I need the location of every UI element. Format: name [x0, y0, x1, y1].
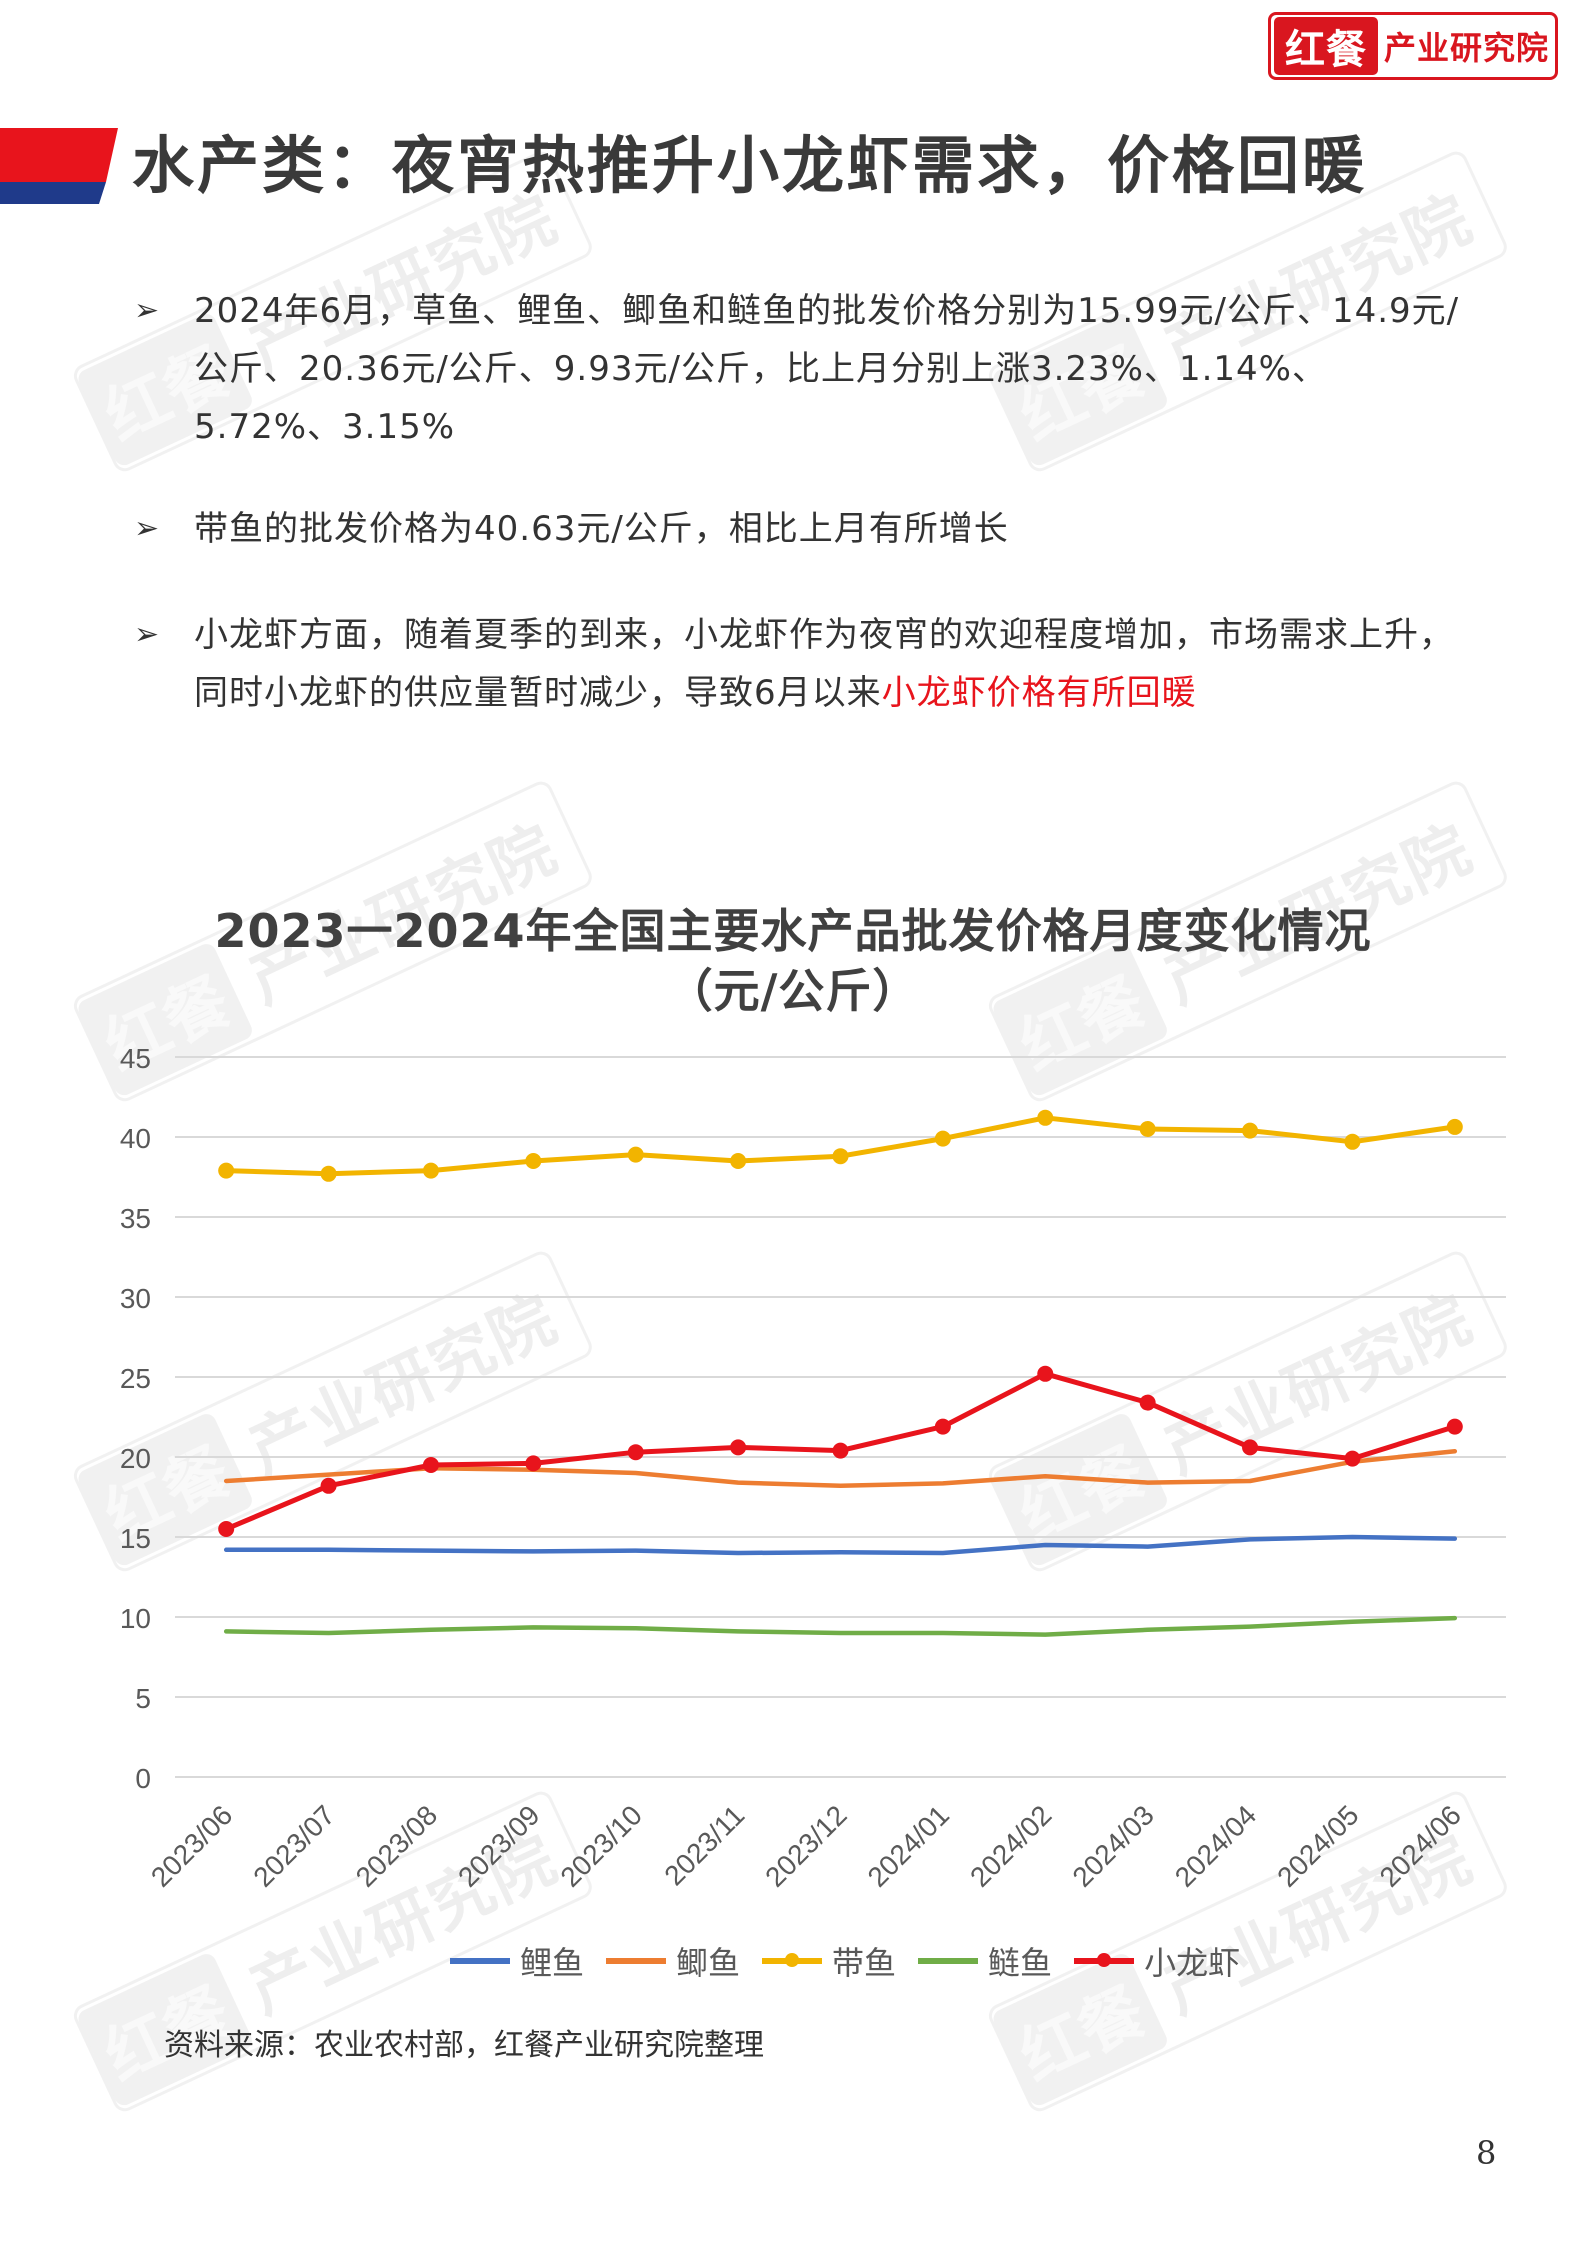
- x-tick-label: 2023/09: [452, 1799, 545, 1892]
- data-point: [934, 1130, 951, 1147]
- bullet-text: 小龙虾方面，随着夏季的到来，小龙虾作为夜宵的欢迎程度增加，市场需求上升，同时小龙…: [194, 606, 1474, 722]
- legend-marker: [785, 1953, 800, 1967]
- data-point: [934, 1418, 951, 1435]
- data-point: [627, 1444, 644, 1461]
- data-point: [730, 1153, 747, 1169]
- legend-label: 小龙虾: [1144, 1944, 1241, 1982]
- bullet-arrow-icon: ➢: [134, 617, 160, 652]
- y-tick-label: 5: [135, 1683, 151, 1714]
- page-title: 水产类：夜宵热推升小龙虾需求，价格回暖: [132, 129, 1368, 202]
- bullet-arrow-icon: ➢: [134, 293, 160, 328]
- y-tick-label: 15: [120, 1523, 151, 1554]
- brand-logo-mark: 红餐: [1274, 17, 1378, 75]
- chart-subtitle: （元/公斤）: [666, 964, 920, 1018]
- x-tick-label: 2024/04: [1169, 1799, 1262, 1892]
- series-line-3: [223, 1615, 1458, 1637]
- x-tick-label: 2024/06: [1374, 1799, 1467, 1892]
- bullet-arrow-icon: ➢: [134, 511, 160, 546]
- data-point: [1242, 1122, 1259, 1139]
- data-point: [1446, 1118, 1463, 1135]
- bullet-hairtail: ➢ 带鱼的批发价格为40.63元/公斤，相比上月有所增长: [134, 500, 1474, 558]
- page-number: 8: [1476, 2134, 1497, 2172]
- data-point: [218, 1521, 235, 1537]
- y-tick-label: 45: [120, 1043, 151, 1074]
- data-point: [627, 1146, 644, 1163]
- x-tick-label: 2024/02: [964, 1799, 1057, 1892]
- legend-marker: [1097, 1953, 1112, 1967]
- bullet-crayfish: ➢ 小龙虾方面，随着夏季的到来，小龙虾作为夜宵的欢迎程度增加，市场需求上升，同时…: [134, 606, 1474, 722]
- x-tick-label: 2023/12: [759, 1799, 852, 1892]
- brand-logo-text: 产业研究院: [1383, 29, 1549, 67]
- data-point: [525, 1455, 542, 1472]
- chart-title: 2023一2024年全国主要水产品批发价格月度变化情况: [214, 904, 1372, 958]
- y-tick-label: 35: [120, 1203, 151, 1234]
- legend-swatch: [762, 1953, 823, 1967]
- legend-label: 带鱼: [832, 1944, 897, 1982]
- source-note: 资料来源：农业农村部，红餐产业研究院整理: [164, 2028, 764, 2063]
- legend-swatch: [918, 1958, 979, 1964]
- data-point: [422, 1162, 439, 1179]
- x-tick-label: 2024/05: [1271, 1799, 1364, 1892]
- bullet-text: 2024年6月，草鱼、鲤鱼、鲫鱼和鲢鱼的批发价格分别为15.99元/公斤、14.…: [194, 291, 1460, 447]
- data-point: [422, 1457, 439, 1473]
- data-point: [218, 1162, 235, 1179]
- data-point: [1139, 1121, 1156, 1137]
- legend-item: 小龙虾: [1074, 1938, 1240, 1984]
- chart-legend: 鲤鱼 鲫鱼 带鱼 鲢鱼 小龙虾: [450, 1938, 1240, 1984]
- legend-label: 鲫鱼: [676, 1944, 741, 1982]
- y-tick-label: 10: [120, 1603, 151, 1634]
- bullet-text-highlight: 小龙虾价格有所回暖: [881, 673, 1197, 713]
- data-point: [1139, 1394, 1156, 1411]
- legend-label: 鲢鱼: [988, 1944, 1053, 1982]
- x-tick-label: 2023/07: [247, 1799, 340, 1892]
- y-tick-label: 25: [120, 1363, 151, 1394]
- data-point: [525, 1153, 542, 1169]
- data-point: [730, 1439, 747, 1456]
- legend-item: 鲢鱼: [918, 1938, 1052, 1984]
- legend-item: 带鱼: [762, 1938, 896, 1984]
- brand-logo: 红餐 产业研究院: [1268, 12, 1558, 80]
- legend-swatch: [606, 1958, 667, 1964]
- data-point: [320, 1477, 337, 1494]
- bullet-freshwater-fish: ➢ 2024年6月，草鱼、鲤鱼、鲫鱼和鲢鱼的批发价格分别为15.99元/公斤、1…: [134, 282, 1474, 456]
- legend-label: 鲤鱼: [520, 1944, 585, 1982]
- data-point: [320, 1165, 337, 1182]
- bullet-text-main: 小龙虾方面，随着夏季的到来，小龙虾作为夜宵的欢迎程度增加，市场需求上升，同时小龙…: [194, 615, 1454, 713]
- data-point: [832, 1442, 849, 1459]
- data-point: [1446, 1418, 1463, 1435]
- data-point: [1037, 1365, 1054, 1382]
- x-tick-label: 2023/10: [554, 1799, 647, 1892]
- data-point: [1344, 1450, 1361, 1467]
- x-tick-label: 2024/03: [1066, 1799, 1159, 1892]
- x-tick-label: 2023/06: [145, 1799, 238, 1892]
- y-tick-label: 30: [120, 1283, 151, 1314]
- y-tick-label: 0: [135, 1763, 151, 1794]
- data-point: [1344, 1133, 1361, 1150]
- y-tick-label: 40: [120, 1123, 151, 1154]
- legend-item: 鲤鱼: [450, 1938, 584, 1984]
- bullet-text: 带鱼的批发价格为40.63元/公斤，相比上月有所增长: [194, 509, 1009, 549]
- legend-swatch: [1074, 1953, 1135, 1967]
- x-tick-label: 2023/08: [350, 1799, 443, 1892]
- legend-swatch: [450, 1958, 510, 1964]
- series-line-2: [223, 1115, 1458, 1177]
- series-line-0: [223, 1534, 1458, 1556]
- data-point: [832, 1148, 849, 1165]
- x-tick-label: 2024/01: [862, 1799, 955, 1892]
- legend-item: 鲫鱼: [606, 1938, 740, 1984]
- title-accent-bar: [0, 128, 118, 204]
- data-point: [1037, 1109, 1054, 1126]
- y-tick-label: 20: [120, 1443, 151, 1474]
- data-point: [1242, 1439, 1259, 1456]
- x-tick-label: 2023/11: [658, 1799, 750, 1891]
